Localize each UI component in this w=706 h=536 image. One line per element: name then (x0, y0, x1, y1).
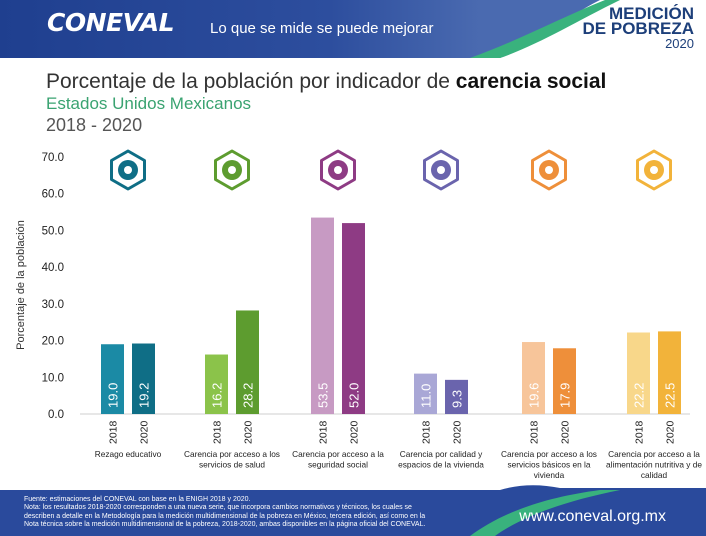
bar (132, 343, 155, 414)
x-tick-year: 2020 (452, 420, 464, 444)
footnote-line: Fuente: estimaciones del CONEVAL con bas… (24, 496, 251, 503)
data-label: 28.2 (241, 383, 256, 408)
category-label: seguridad social (308, 460, 368, 470)
data-label: 52.0 (347, 383, 362, 408)
housing-icon (423, 149, 459, 191)
bar-chart: Porcentaje de la población 0.0 10.0 20.0 30.… (15, 149, 702, 480)
y-tick-label: 60.0 (42, 189, 64, 201)
icon-glyph-center (124, 166, 132, 174)
x-tick-year: 2020 (243, 420, 255, 444)
x-tick-year: 2020 (665, 420, 677, 444)
chart-title: Porcentaje de la población por indicador… (46, 70, 606, 94)
data-label: 16.2 (210, 383, 225, 408)
icon-glyph-center (437, 166, 445, 174)
x-tick-year: 2020 (560, 420, 572, 444)
y-tick-label: 30.0 (42, 299, 64, 311)
chart-title-emphasis: carencia social (455, 70, 607, 93)
header-banner: CONEVAL Lo que se mide se puede mejorar … (0, 0, 706, 58)
data-label: 19.2 (137, 383, 152, 408)
category-label: espacios de la vivienda (398, 460, 484, 470)
x-tick-year: 2018 (529, 420, 541, 444)
x-tick-year: 2018 (318, 420, 330, 444)
chart-subtitle: Estados Unidos Mexicanos (46, 94, 252, 113)
y-tick-label: 70.0 (42, 152, 64, 164)
bar (205, 354, 228, 414)
category-label: servicios de salud (199, 460, 265, 470)
bar (658, 331, 681, 414)
x-tick-year: 2018 (212, 420, 224, 444)
bar (311, 217, 334, 414)
data-label: 11.0 (419, 384, 434, 408)
category-label: Rezago educativo (95, 449, 162, 459)
badge-line-2: DE POBREZA (582, 19, 694, 38)
bar (522, 342, 545, 414)
chart-title-prefix: Porcentaje de la población por indicador… (46, 70, 450, 93)
footnote: Fuente: estimaciones del CONEVAL con bas… (24, 496, 494, 530)
y-tick-label: 40.0 (42, 262, 64, 274)
food-icon (636, 149, 672, 191)
category-label: Carencia por acceso a la (608, 449, 700, 459)
health-icon (214, 149, 250, 191)
category-label: Carencia por calidad y (400, 449, 483, 459)
category-label: Carencia por acceso a los (184, 449, 280, 459)
bar (101, 344, 124, 414)
icon-glyph-center (334, 166, 342, 174)
y-axis-label: Porcentaje de la población (15, 220, 27, 350)
chart-period: 2018 - 2020 (46, 115, 143, 135)
icon-glyph-center (650, 166, 658, 174)
medicion-pobreza-badge: MEDICIÓN DE POBREZA 2020 (582, 4, 694, 51)
x-tick-year: 2018 (634, 420, 646, 444)
y-tick-label: 50.0 (42, 225, 64, 237)
footnote-line: describen a detalle en la Metodología pa… (24, 512, 426, 520)
category-label: vivienda (534, 470, 565, 480)
data-label: 22.5 (663, 383, 678, 408)
data-label: 17.9 (558, 383, 573, 408)
data-label: 53.5 (316, 383, 331, 408)
education-icon (110, 149, 146, 191)
footer-background (0, 485, 706, 536)
badge-year: 2020 (665, 36, 694, 51)
bar (342, 223, 365, 414)
y-tick-label: 0.0 (48, 409, 64, 421)
badge-line-1: MEDICIÓN (609, 4, 694, 23)
footnote-line: Nota: los resultados 2018-2020 correspon… (24, 504, 412, 512)
social-security-icon (320, 149, 356, 191)
x-tick-year: 2018 (108, 420, 120, 444)
basic-services-icon (531, 149, 567, 191)
bar (236, 310, 259, 414)
footer-banner (0, 484, 706, 536)
data-label: 9.3 (450, 390, 465, 408)
icon-glyph-center (545, 166, 553, 174)
x-tick-year: 2020 (349, 420, 361, 444)
category-label: Carencia por acceso a la (292, 449, 384, 459)
bar (553, 348, 576, 414)
data-label: 19.0 (106, 383, 121, 408)
website-link[interactable]: www.coneval.org.mx (519, 508, 666, 525)
header-background (0, 0, 706, 58)
footnote-line: Nota técnica sobre la medición multidime… (24, 521, 426, 529)
bar (414, 373, 437, 414)
category-label: servicios básicos en la (507, 460, 590, 470)
category-label: calidad (641, 470, 668, 480)
x-tick-year: 2020 (139, 420, 151, 444)
x-tick-year: 2018 (421, 420, 433, 444)
bar (445, 379, 468, 414)
slogan: Lo que se mide se puede mejorar (210, 20, 434, 37)
coneval-logo: CONEVAL (47, 8, 175, 37)
y-tick-label: 20.0 (42, 336, 64, 348)
data-label: 22.2 (632, 383, 647, 408)
data-label: 19.6 (527, 383, 542, 408)
bar (627, 332, 650, 414)
icon-glyph-center (228, 166, 236, 174)
category-label: alimentación nutritiva y de (606, 460, 702, 470)
y-tick-label: 10.0 (42, 372, 64, 384)
category-label: Carencia por acceso a los (501, 449, 597, 459)
